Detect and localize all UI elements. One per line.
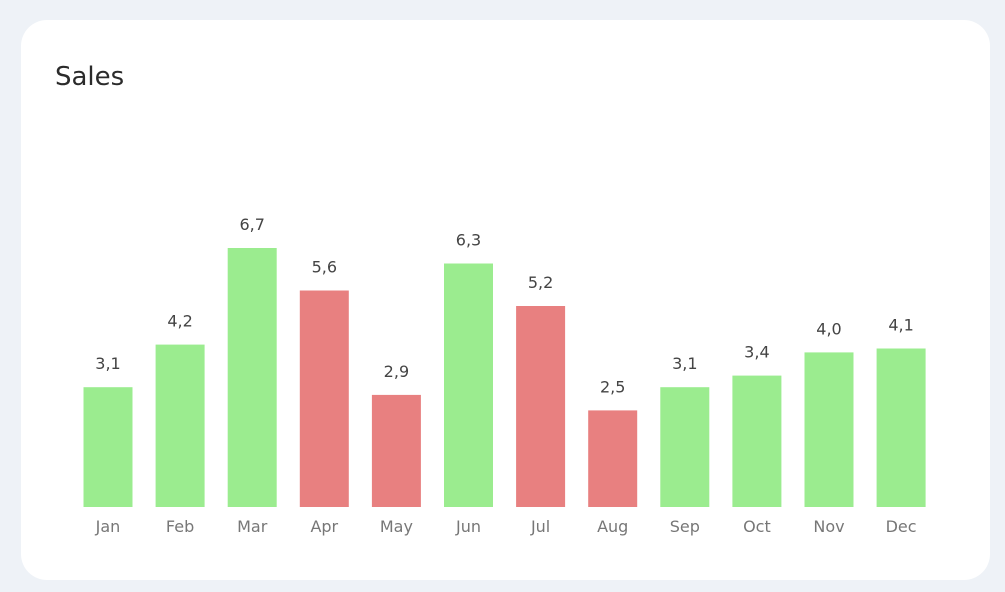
value-label-may: 2,9: [384, 362, 409, 381]
bar-mar: [227, 248, 277, 507]
bar-jul: [516, 306, 566, 507]
x-tick-label-aug: Aug: [597, 517, 628, 536]
bar-jan: [83, 387, 133, 507]
x-tick-label-dec: Dec: [886, 517, 917, 536]
value-label-aug: 2,5: [600, 377, 625, 396]
value-labels-group: 3,1 4,2 6,7 5,6 2,9 6,3 5,2 2,5 3,1 3,4 4,0 4,1: [95, 215, 914, 396]
chart-title: Sales: [55, 62, 125, 92]
value-label-jan: 3,1: [95, 354, 120, 373]
bar-feb: [155, 344, 205, 507]
value-label-dec: 4,1: [888, 316, 913, 335]
value-label-feb: 4,2: [167, 312, 192, 331]
x-tick-label-sep: Sep: [670, 517, 700, 536]
x-tick-label-mar: Mar: [237, 517, 268, 536]
value-label-apr: 5,6: [312, 258, 337, 277]
x-tick-label-nov: Nov: [813, 517, 844, 536]
x-axis-tick-labels: Jan Feb Mar Apr May Jun Jul Aug Sep Oct Nov Dec: [95, 517, 917, 536]
bars-group: [83, 248, 926, 507]
value-label-nov: 4,0: [816, 319, 841, 338]
bar-may: [371, 394, 421, 507]
x-tick-label-jun: Jun: [455, 517, 481, 536]
x-tick-label-feb: Feb: [166, 517, 194, 536]
bar-nov: [804, 352, 854, 507]
bar-sep: [660, 387, 710, 507]
x-tick-label-jul: Jul: [530, 517, 550, 536]
x-tick-label-may: May: [380, 517, 413, 536]
bar-oct: [732, 375, 782, 507]
value-label-jul: 5,2: [528, 273, 553, 292]
value-label-mar: 6,7: [239, 215, 264, 234]
value-label-oct: 3,4: [744, 343, 769, 362]
x-tick-label-oct: Oct: [743, 517, 771, 536]
value-label-sep: 3,1: [672, 354, 697, 373]
x-tick-label-jan: Jan: [95, 517, 121, 536]
bar-apr: [299, 290, 349, 507]
x-tick-label-apr: Apr: [310, 517, 338, 536]
bar-dec: [876, 348, 926, 507]
bar-aug: [588, 410, 638, 507]
value-label-jun: 6,3: [456, 231, 481, 250]
bar-jun: [444, 263, 493, 507]
